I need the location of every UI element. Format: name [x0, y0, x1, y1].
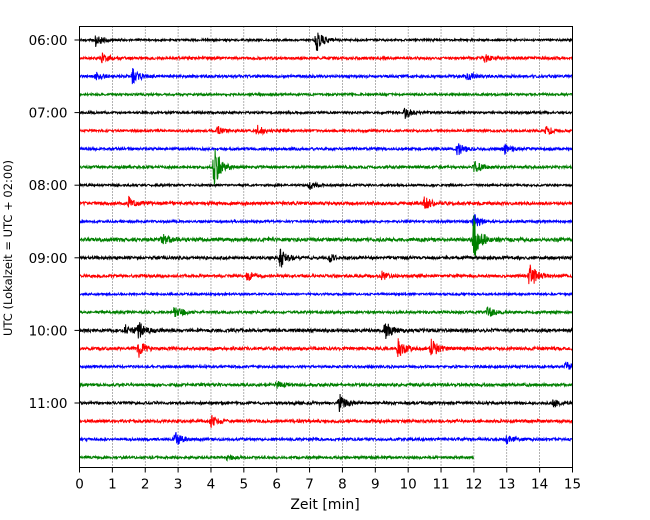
y-tick-label: 08:00	[29, 178, 68, 194]
x-tick-label: 13	[498, 477, 515, 493]
x-tick-label: 15	[564, 477, 581, 493]
x-tick-label: 3	[174, 477, 183, 493]
seismic-trace	[79, 414, 573, 428]
seismic-trace	[79, 394, 573, 413]
x-tick-label: 12	[465, 477, 482, 493]
seismic-trace	[79, 432, 573, 446]
seismic-trace	[79, 338, 573, 358]
seismic-trace	[79, 322, 573, 340]
x-tick-label: 6	[272, 477, 281, 493]
y-axis: 06:00 07:00 08:00 09:00 10:00 11:00	[29, 33, 80, 412]
seismic-trace	[79, 195, 573, 209]
y-tick-label: 06:00	[29, 33, 68, 49]
x-tick-label: 8	[338, 477, 347, 493]
seismic-trace	[79, 107, 573, 119]
seismic-trace	[79, 248, 573, 268]
y-tick-label: 07:00	[29, 106, 68, 122]
seismic-trace	[79, 361, 573, 370]
y-tick-label: 11:00	[29, 396, 68, 412]
seismic-trace	[79, 91, 573, 98]
plot-frame	[79, 26, 573, 468]
x-tick-label: 5	[240, 477, 249, 493]
x-tick-label: 0	[75, 477, 84, 493]
x-tick-label: 7	[305, 477, 314, 493]
y-axis-label: UTC (Lokalzeit = UTC + 02:00)	[1, 160, 15, 336]
x-tick-label: 1	[108, 477, 117, 493]
x-tick-label: 14	[531, 477, 548, 493]
seismic-trace	[79, 52, 573, 64]
x-tick-label: 11	[432, 477, 449, 493]
seismic-trace	[79, 214, 573, 228]
x-tick-label: 10	[400, 477, 417, 493]
seismic-trace	[79, 215, 573, 259]
seismic-trace	[79, 149, 573, 185]
x-axis: 0 1 2 3 4 5 6 7 8 9 10 11 12 13 14 15	[75, 467, 581, 493]
x-tick-label: 2	[141, 477, 150, 493]
seismic-trace	[79, 291, 573, 297]
x-tick-label: 9	[371, 477, 380, 493]
seismic-trace	[79, 143, 573, 156]
seismic-trace	[79, 124, 573, 136]
y-tick-label: 09:00	[29, 251, 68, 267]
x-axis-label: Zeit [min]	[290, 497, 359, 513]
seismic-trace	[79, 264, 573, 285]
seismic-trace	[79, 306, 573, 318]
trace-group	[79, 32, 573, 462]
x-tick-label: 4	[207, 477, 216, 493]
y-tick-label: 10:00	[29, 323, 68, 339]
seismic-trace	[79, 68, 573, 85]
seismic-trace	[79, 181, 573, 190]
seismic-trace	[79, 453, 475, 462]
seismic-trace	[79, 32, 573, 51]
seismic-trace	[79, 381, 573, 389]
